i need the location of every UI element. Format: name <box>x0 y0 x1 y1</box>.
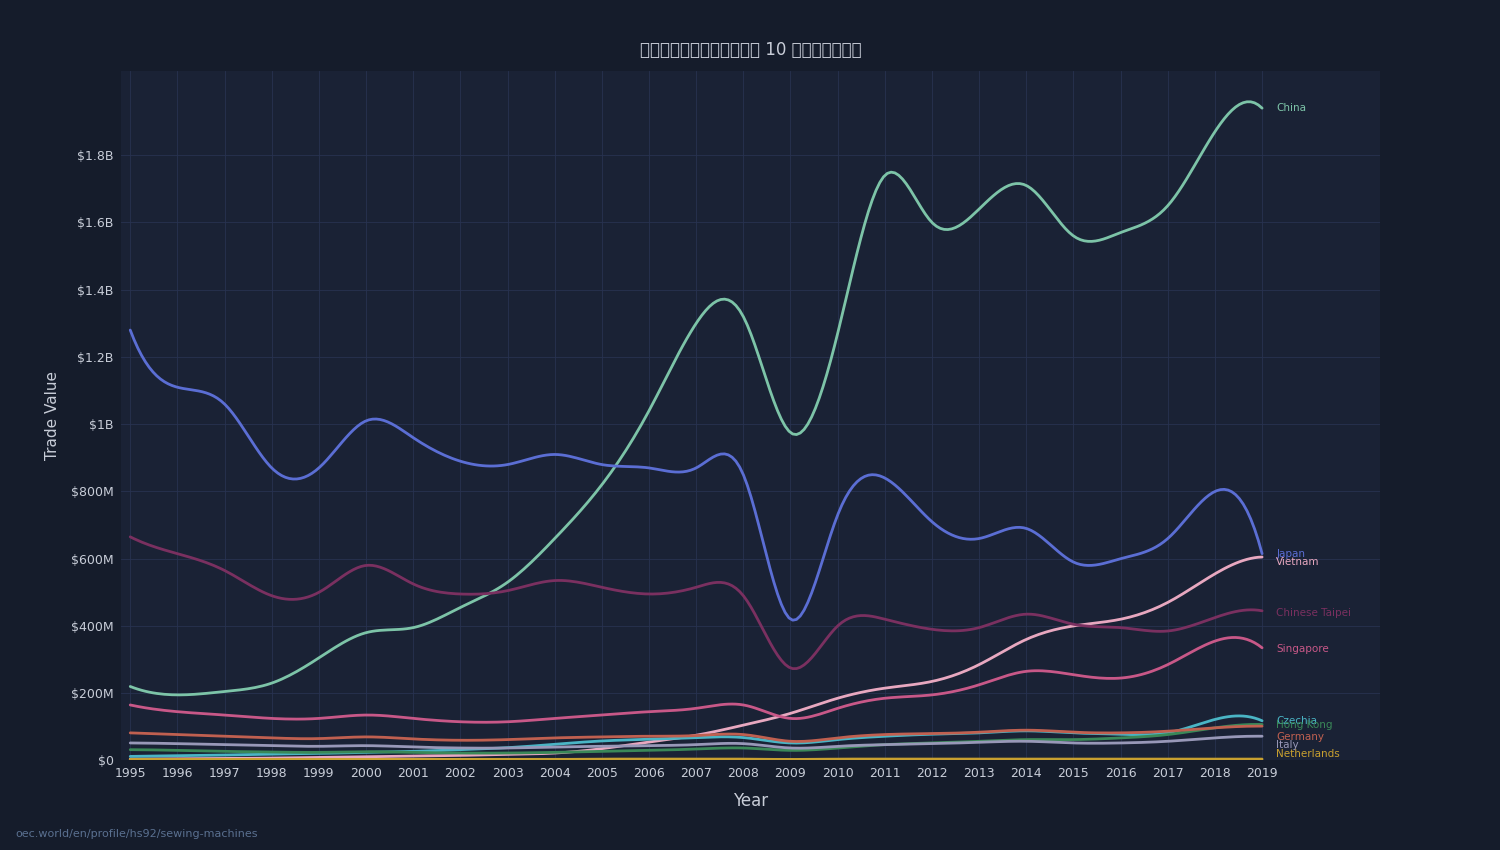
Text: Vietnam: Vietnam <box>1276 557 1320 567</box>
Text: oec.world/en/profile/hs92/sewing-machines: oec.world/en/profile/hs92/sewing-machine… <box>15 830 258 839</box>
Text: Italy: Italy <box>1276 740 1299 751</box>
Text: Chinese Taipei: Chinese Taipei <box>1276 608 1352 617</box>
Text: Singapore: Singapore <box>1276 644 1329 654</box>
Title: 按出口总额百分比计算的前 10 位缝纫机出口国: 按出口总额百分比计算的前 10 位缝纫机出口国 <box>639 41 861 59</box>
Text: Czechia: Czechia <box>1276 716 1317 726</box>
Text: Japan: Japan <box>1276 548 1305 558</box>
Text: Netherlands: Netherlands <box>1276 749 1340 759</box>
X-axis label: Year: Year <box>734 791 768 809</box>
Text: Germany: Germany <box>1276 732 1324 742</box>
Y-axis label: Trade Value: Trade Value <box>45 371 60 461</box>
Text: Hong Kong: Hong Kong <box>1276 720 1332 730</box>
Text: China: China <box>1276 103 1306 113</box>
